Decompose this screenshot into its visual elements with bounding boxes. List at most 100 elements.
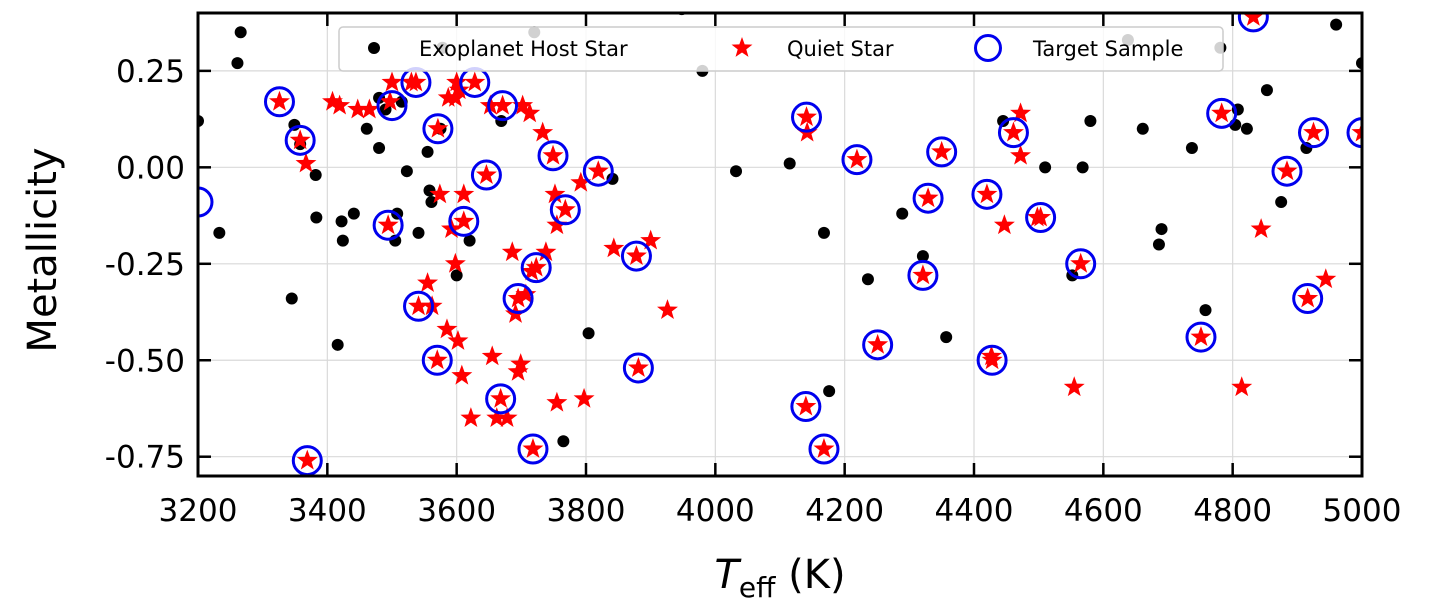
- quiet-star-point: [813, 437, 835, 458]
- quiet-star-point: [1030, 206, 1052, 227]
- y-tick-label: 0.25: [116, 54, 185, 90]
- quiet-star-point: [796, 106, 817, 127]
- host-star-point: [1275, 196, 1288, 209]
- host-star-point: [606, 172, 619, 185]
- target-sample-point: [1298, 117, 1329, 149]
- target-sample-point: [372, 209, 404, 241]
- quiet-star-point: [444, 252, 466, 273]
- host-star-point: [1039, 161, 1052, 174]
- quiet-star-point: [377, 214, 399, 235]
- quiet-star-point: [1010, 144, 1032, 165]
- legend: Exoplanet Host Star Quiet Star Target Sa…: [338, 26, 1224, 72]
- quiet-star-point: [429, 183, 451, 204]
- legend-label-quiet: Quiet Star: [787, 37, 894, 61]
- quiet-star-point: [427, 117, 449, 138]
- quiet-star-point: [510, 353, 532, 374]
- host-star-point: [916, 250, 929, 263]
- host-star-point: [1084, 115, 1097, 128]
- x-tick-label: 3600: [417, 493, 496, 529]
- target-sample-point: [448, 205, 480, 237]
- host-star-point: [421, 145, 434, 158]
- quiet-star-point: [405, 71, 427, 92]
- y-tick-label: -0.75: [105, 440, 185, 476]
- quiet-star-point: [1063, 376, 1085, 397]
- quiet-star-point: [603, 237, 625, 258]
- quiet-star-point: [522, 437, 544, 458]
- host-star-point: [450, 269, 463, 282]
- host-star-point: [896, 207, 909, 220]
- target-sample-point: [976, 344, 1008, 376]
- target-sample-point: [485, 383, 517, 415]
- quiet-star-point: [795, 395, 817, 416]
- quiet-star-point: [417, 272, 439, 292]
- quiet-star-point: [381, 71, 403, 92]
- quiet-star-point: [1211, 102, 1233, 123]
- ticks: 3200 3400 3600 3800 4000 4200 4400 4600 4800 5000…: [105, 13, 1401, 529]
- quiet-star-point: [525, 256, 547, 277]
- quiet-star-point: [464, 71, 486, 92]
- quiet-star-point: [976, 183, 998, 204]
- legend-marker-host: [368, 42, 380, 54]
- host-star-point: [234, 26, 247, 39]
- quiet-star-point: [289, 129, 311, 150]
- host-star-point: [331, 338, 344, 351]
- host-star-point: [1076, 161, 1089, 174]
- x-tick-label: 4400: [935, 493, 1014, 529]
- quiet-star-point: [1242, 13, 1264, 26]
- quiet-star-point: [535, 241, 557, 262]
- quiet-star-point: [1351, 121, 1362, 142]
- y-axis-label: Metallicity: [20, 147, 66, 352]
- quiet-star-point: [570, 171, 592, 192]
- host-star-point: [557, 435, 570, 448]
- target-sample-point: [421, 344, 453, 376]
- quiet-star-point: [1190, 326, 1212, 346]
- quiet-star-point: [546, 214, 568, 235]
- quiet-star-point: [544, 183, 566, 204]
- target-sample-point: [198, 186, 214, 218]
- quiet-star-point: [479, 94, 501, 115]
- x-axis-label-sub: eff: [739, 571, 776, 604]
- quiet-star-point: [347, 98, 369, 119]
- host-star-point: [940, 331, 953, 344]
- quiet-star-point: [481, 345, 503, 366]
- quiet-star-point: [554, 198, 576, 219]
- quiet-star-point: [448, 79, 470, 100]
- plot-frame: [196, 11, 1364, 478]
- quiet-star-point: [490, 387, 512, 408]
- target-sample-point: [263, 86, 295, 118]
- quiet-star-point: [1315, 268, 1337, 289]
- quiet-star-point: [426, 349, 448, 370]
- host-star-point: [335, 215, 348, 228]
- host-star-point: [310, 211, 323, 224]
- host-star-point: [1136, 122, 1149, 135]
- quiet-star-point: [460, 407, 482, 428]
- host-star-point: [1199, 304, 1212, 317]
- target-sample-point: [971, 178, 1003, 210]
- quiet-star-point: [981, 349, 1003, 370]
- target-sample-point: [620, 240, 652, 272]
- quiet-star-point: [269, 90, 290, 111]
- host-star-point: [336, 234, 349, 247]
- target-sample-point: [422, 113, 454, 145]
- target-sample-point: [997, 117, 1029, 149]
- quiet-star-point: [1297, 287, 1319, 308]
- host-star-point: [309, 169, 322, 182]
- quiet-star-point: [453, 210, 475, 231]
- quiet-star-point: [295, 152, 317, 173]
- target-sample-point: [791, 101, 823, 133]
- host-star-point: [997, 115, 1010, 128]
- x-tick-label: 4800: [1193, 493, 1272, 529]
- host-star-point: [285, 292, 298, 305]
- target-sample-point: [537, 140, 569, 172]
- host-star-point: [783, 157, 796, 170]
- y-tick-label: -0.50: [105, 343, 185, 379]
- quiet-star-point: [475, 164, 497, 184]
- target-sample-point: [1271, 155, 1303, 187]
- quiet-star-point: [496, 407, 518, 428]
- x-tick-label: 3200: [159, 493, 238, 529]
- host-star-point: [412, 226, 425, 239]
- x-axis-label: Teff (K): [714, 552, 845, 604]
- quiet-star-point: [587, 160, 609, 181]
- quiet-star-point: [507, 287, 529, 308]
